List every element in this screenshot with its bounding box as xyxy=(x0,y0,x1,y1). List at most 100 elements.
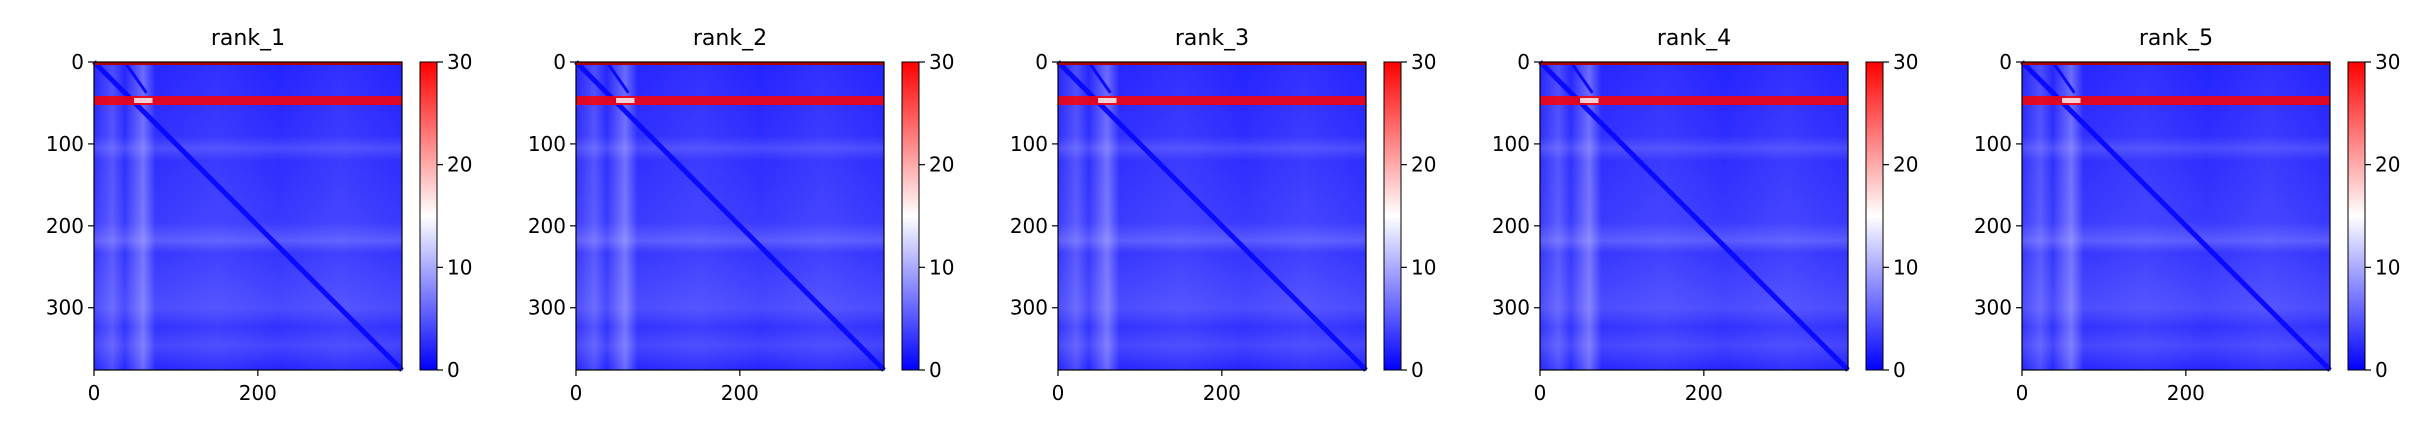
y-tick-label: 300 xyxy=(46,296,84,320)
x-tick-label: 200 xyxy=(1685,381,1723,405)
y-tick-label: 300 xyxy=(1974,296,2012,320)
heatmap-red-band xyxy=(94,96,402,105)
panel-title: rank_2 xyxy=(693,26,767,51)
y-tick-label: 200 xyxy=(1010,214,1048,238)
colorbar-tick-label: 20 xyxy=(1411,153,1436,177)
panel-rank_3: rank_3 0 200 0 100 200 300 0 10 20 30 xyxy=(1010,26,1437,405)
colorbar-tick-label: 0 xyxy=(447,358,460,382)
heatmap-red-band xyxy=(576,96,884,105)
x-tick-label: 200 xyxy=(721,381,759,405)
x-tick-label: 0 xyxy=(1052,381,1065,405)
y-tick-label: 100 xyxy=(1010,132,1048,156)
axes-frame xyxy=(93,61,403,371)
colorbar-tick-label: 0 xyxy=(1411,358,1424,382)
colorbar-tick-label: 30 xyxy=(1411,50,1436,74)
heatmap-diagonal xyxy=(2020,60,2332,372)
heatmap-diagonal xyxy=(1087,61,1112,94)
panel-rank_2: rank_2 0 200 0 100 200 300 0 10 20 30 xyxy=(528,26,955,405)
colorbar xyxy=(902,62,919,370)
heatmap-diagonal xyxy=(92,60,404,372)
colorbar-tick-label: 10 xyxy=(1893,255,1918,279)
colorbar xyxy=(420,62,437,370)
colorbar-tick-label: 10 xyxy=(1411,255,1436,279)
heatmap-top-strip xyxy=(94,62,402,65)
colorbar-tick-label: 10 xyxy=(2375,255,2400,279)
colorbar xyxy=(1384,62,1401,370)
heatmap-diagonal xyxy=(123,61,148,94)
colorbar-tick-label: 20 xyxy=(1893,153,1918,177)
x-tick-label: 0 xyxy=(570,381,583,405)
y-tick-label: 200 xyxy=(46,214,84,238)
colorbar-tick-label: 0 xyxy=(2375,358,2388,382)
colorbar-tick-label: 20 xyxy=(447,153,472,177)
colorbar-tick-label: 0 xyxy=(1893,358,1906,382)
panel-rank_5: rank_5 0 200 0 100 200 300 0 10 20 30 xyxy=(1974,26,2401,405)
heatmap-red-band xyxy=(1540,96,1848,105)
panel-rank_4: rank_4 0 200 0 100 200 300 0 10 20 30 xyxy=(1492,26,1919,405)
y-tick-label: 0 xyxy=(1035,50,1048,74)
axes-frame xyxy=(1539,61,1849,371)
colorbar-frame xyxy=(419,61,438,371)
heatmap-diagonal xyxy=(1538,60,1850,372)
y-tick-label: 0 xyxy=(71,50,84,74)
colorbar xyxy=(1866,62,1883,370)
colorbar-tick-label: 20 xyxy=(2375,153,2400,177)
y-tick-label: 100 xyxy=(1492,132,1530,156)
axes-frame xyxy=(2021,61,2331,371)
heatmap-top-strip xyxy=(576,62,884,65)
panel-title: rank_1 xyxy=(211,26,285,51)
heatmap-red-band-gap xyxy=(134,98,153,103)
heatmap-red-band-gap xyxy=(616,98,635,103)
colorbar-frame xyxy=(1383,61,1402,371)
x-tick-label: 0 xyxy=(88,381,101,405)
colorbar-tick-label: 0 xyxy=(929,358,942,382)
y-tick-label: 200 xyxy=(1492,214,1530,238)
heatmap-top-strip xyxy=(2022,62,2330,65)
heatmap-top-strip xyxy=(1058,62,1366,65)
heatmap-top-strip xyxy=(1540,62,1848,65)
panel-title: rank_3 xyxy=(1175,26,1249,51)
colorbar-frame xyxy=(901,61,920,371)
colorbar-tick-label: 30 xyxy=(2375,50,2400,74)
panel-title: rank_5 xyxy=(2139,26,2213,51)
axes-frame xyxy=(1057,61,1367,371)
colorbar-tick-label: 10 xyxy=(929,255,954,279)
heatmap-red-band-gap xyxy=(1580,98,1599,103)
colorbar xyxy=(2348,62,2365,370)
x-tick-label: 200 xyxy=(1203,381,1241,405)
x-tick-label: 0 xyxy=(1534,381,1547,405)
heatmap-diagonal xyxy=(574,60,886,372)
heatmap-red-band-gap xyxy=(2062,98,2081,103)
heatmap-diagonal xyxy=(2051,61,2076,94)
colorbar-tick-label: 10 xyxy=(447,255,472,279)
y-tick-label: 300 xyxy=(528,296,566,320)
heatmap-red-band-gap xyxy=(1098,98,1117,103)
y-tick-label: 100 xyxy=(46,132,84,156)
colorbar-tick-label: 30 xyxy=(447,50,472,74)
y-tick-label: 300 xyxy=(1492,296,1530,320)
heatmap-diagonal xyxy=(1569,61,1594,94)
axes-frame xyxy=(575,61,885,371)
heatmap-diagonal xyxy=(1056,60,1368,372)
heatmap-red-band xyxy=(2022,96,2330,105)
colorbar-tick-label: 30 xyxy=(1893,50,1918,74)
y-tick-label: 100 xyxy=(528,132,566,156)
panel-title: rank_4 xyxy=(1657,26,1731,51)
y-tick-label: 0 xyxy=(553,50,566,74)
y-tick-label: 300 xyxy=(1010,296,1048,320)
y-tick-label: 100 xyxy=(1974,132,2012,156)
heatmap-diagonal xyxy=(605,61,630,94)
x-tick-label: 200 xyxy=(2167,381,2205,405)
y-tick-label: 0 xyxy=(1517,50,1530,74)
y-tick-label: 200 xyxy=(1974,214,2012,238)
x-tick-label: 200 xyxy=(239,381,277,405)
colorbar-tick-label: 20 xyxy=(929,153,954,177)
colorbar-frame xyxy=(2347,61,2366,371)
y-tick-label: 0 xyxy=(1999,50,2012,74)
heatmap-red-band xyxy=(1058,96,1366,105)
colorbar-frame xyxy=(1865,61,1884,371)
y-tick-label: 200 xyxy=(528,214,566,238)
x-tick-label: 0 xyxy=(2016,381,2029,405)
